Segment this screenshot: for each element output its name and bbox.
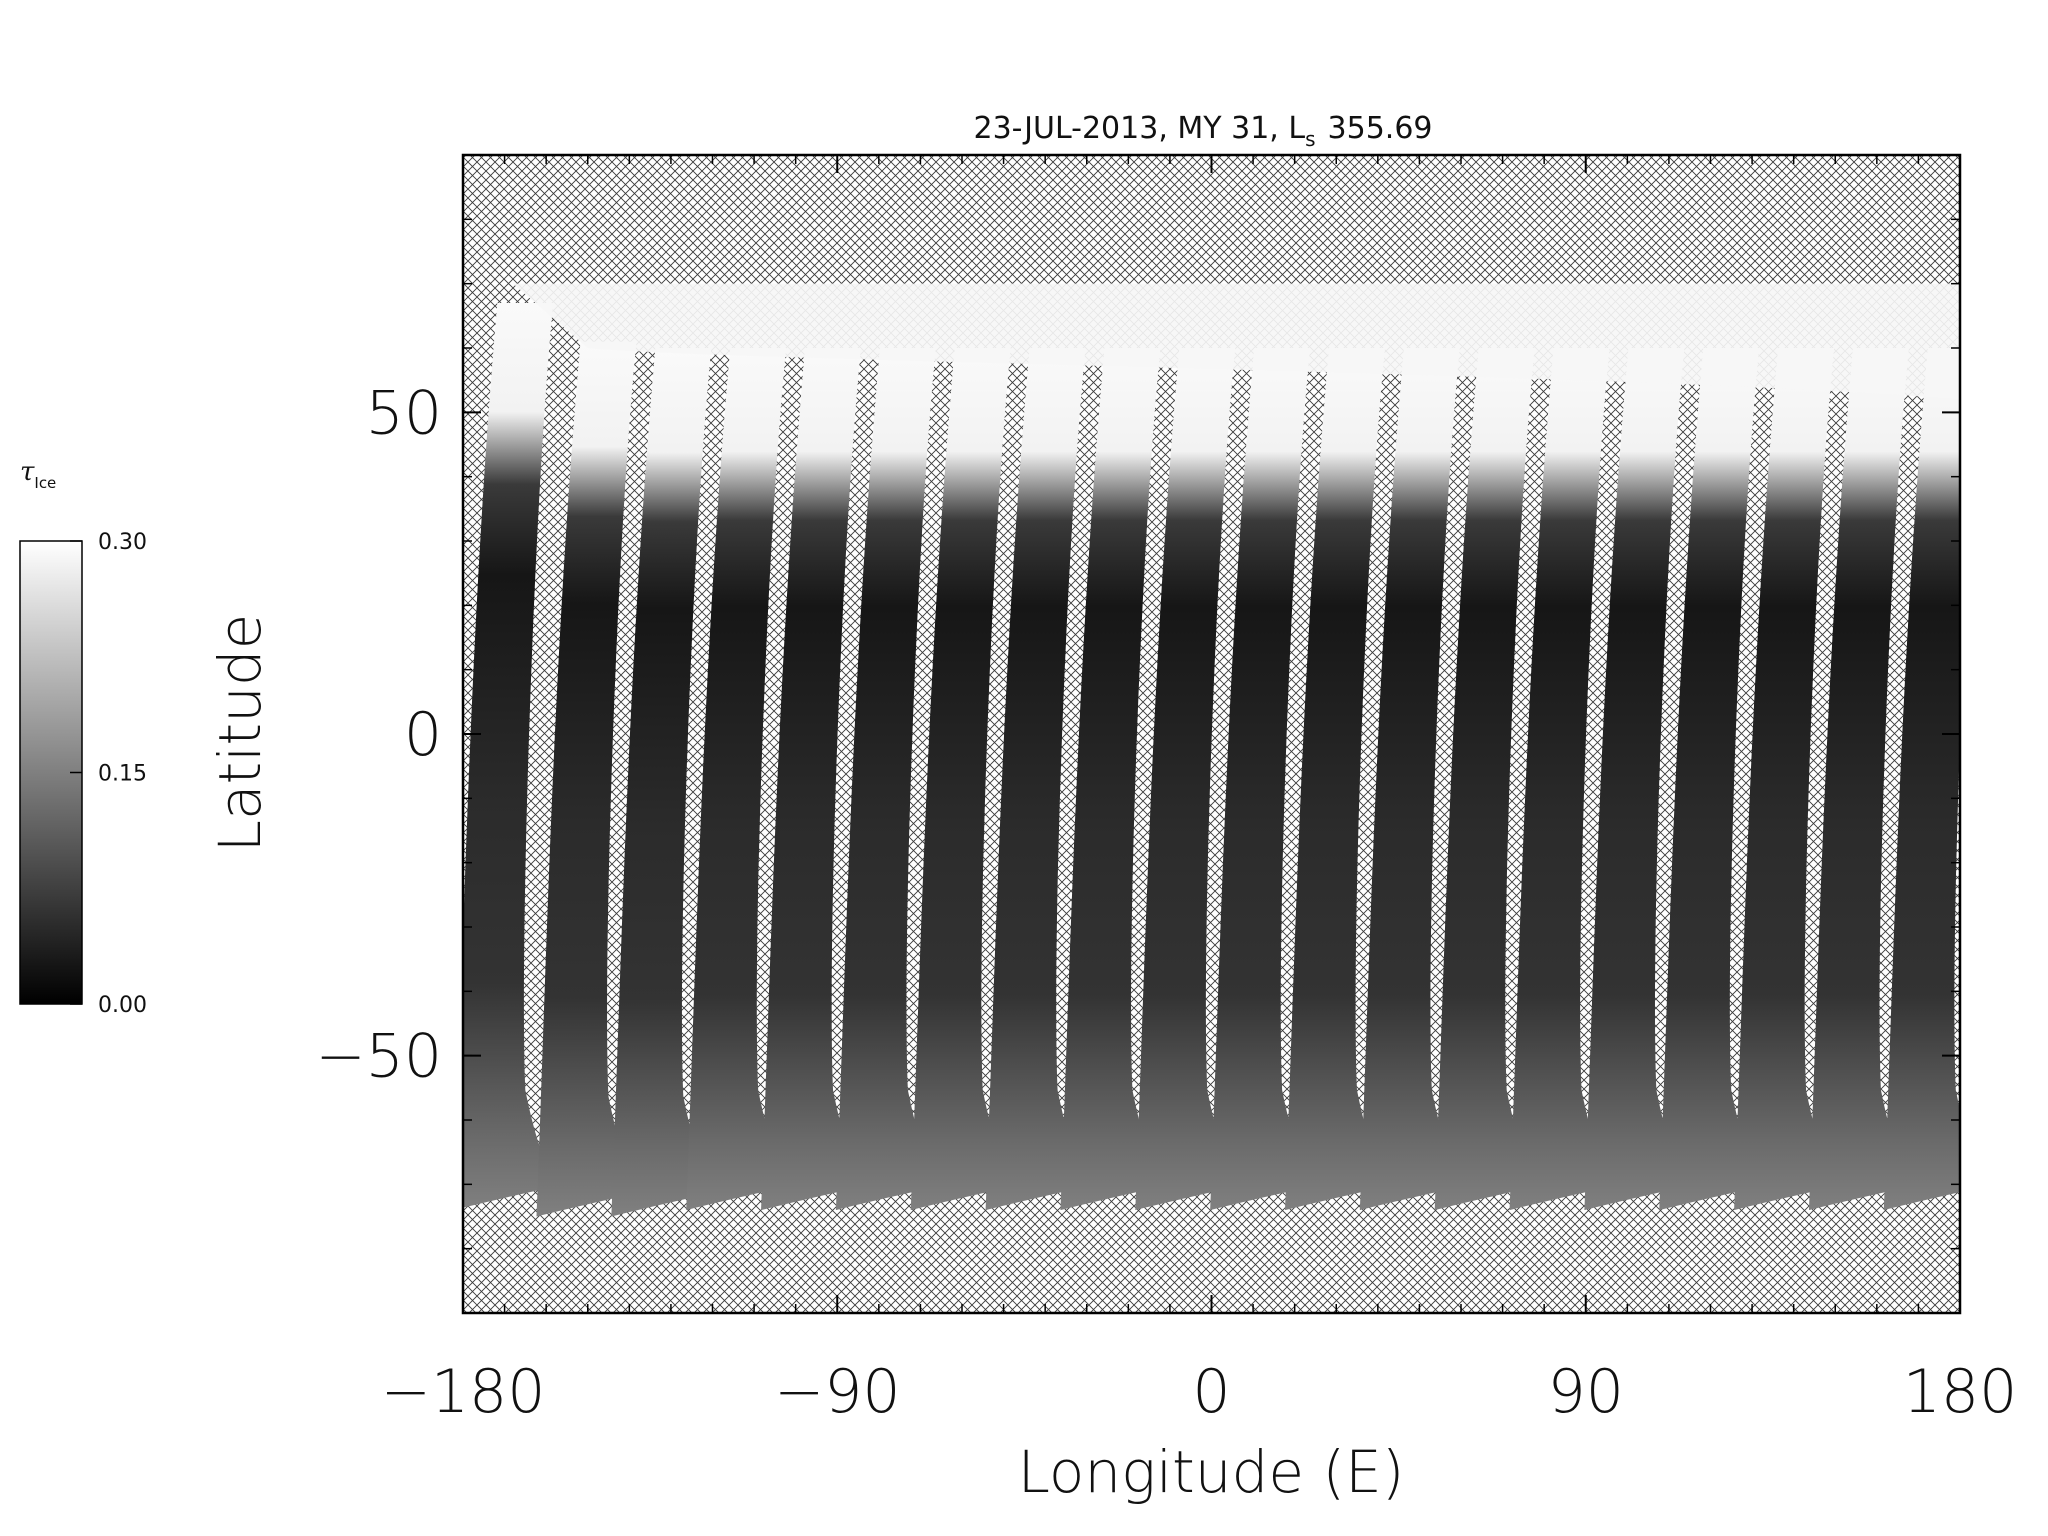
swath-6 — [910, 348, 1019, 1211]
y-axis-label: Latitude — [206, 614, 274, 853]
swath-5 — [835, 348, 944, 1211]
colorbar-ticks: 0.30 0.15 0.00 — [70, 530, 147, 1018]
swath-10 — [1210, 348, 1319, 1211]
x-axis-label: Longitude (E) — [1018, 1438, 1405, 1506]
colorbar-tick-label-2: 0.00 — [98, 993, 147, 1018]
north-ice-band — [512, 283, 1960, 400]
y-tick-label-2: −50 — [315, 1022, 442, 1092]
chart-title-value: 355.69 — [1328, 111, 1433, 146]
swath-2 — [611, 348, 720, 1217]
axis-ticks: −180 −90 0 90 180 50 0 −50 — [315, 154, 2018, 1427]
swath-8 — [1060, 348, 1169, 1211]
swath-17 — [1734, 348, 1843, 1211]
colorbar-symbol: τ — [20, 457, 35, 487]
chart-title-sub: s — [1305, 127, 1315, 151]
chart-title: 23-JUL-2013, MY 31, Ls 355.69 — [973, 111, 1432, 151]
x-tick-label-2: 0 — [1192, 1357, 1230, 1427]
x-tick-label-0: −180 — [381, 1357, 546, 1427]
swath-9 — [1135, 348, 1244, 1211]
swath-12 — [1359, 348, 1468, 1211]
swath-13 — [1434, 348, 1543, 1211]
y-tick-label-0: 50 — [366, 378, 442, 448]
swath-3 — [686, 348, 795, 1211]
x-tick-label-4: 180 — [1903, 1357, 2018, 1427]
swath-18 — [1808, 348, 1917, 1211]
swath-19 — [1883, 348, 1960, 1211]
colorbar-tick-label-1: 0.15 — [98, 762, 147, 787]
swaths-layer — [463, 283, 1960, 1217]
swath-0 — [463, 302, 562, 1208]
colorbar-subscript: Ice — [34, 474, 56, 492]
x-tick-label-3: 90 — [1548, 1357, 1624, 1427]
swath-16 — [1659, 348, 1768, 1211]
swath-7 — [985, 348, 1094, 1211]
swath-11 — [1284, 348, 1393, 1211]
swath-15 — [1584, 348, 1693, 1211]
swath-4 — [761, 348, 870, 1211]
y-tick-label-1: 0 — [404, 700, 442, 770]
swath-1 — [536, 341, 645, 1217]
colorbar-tick-label-0: 0.30 — [98, 530, 147, 555]
swath-14 — [1509, 348, 1618, 1211]
colorbar-label: τIce — [20, 457, 56, 492]
x-tick-label-1: −90 — [774, 1357, 901, 1427]
chart-title-main: 23-JUL-2013, MY 31, L — [973, 111, 1305, 146]
